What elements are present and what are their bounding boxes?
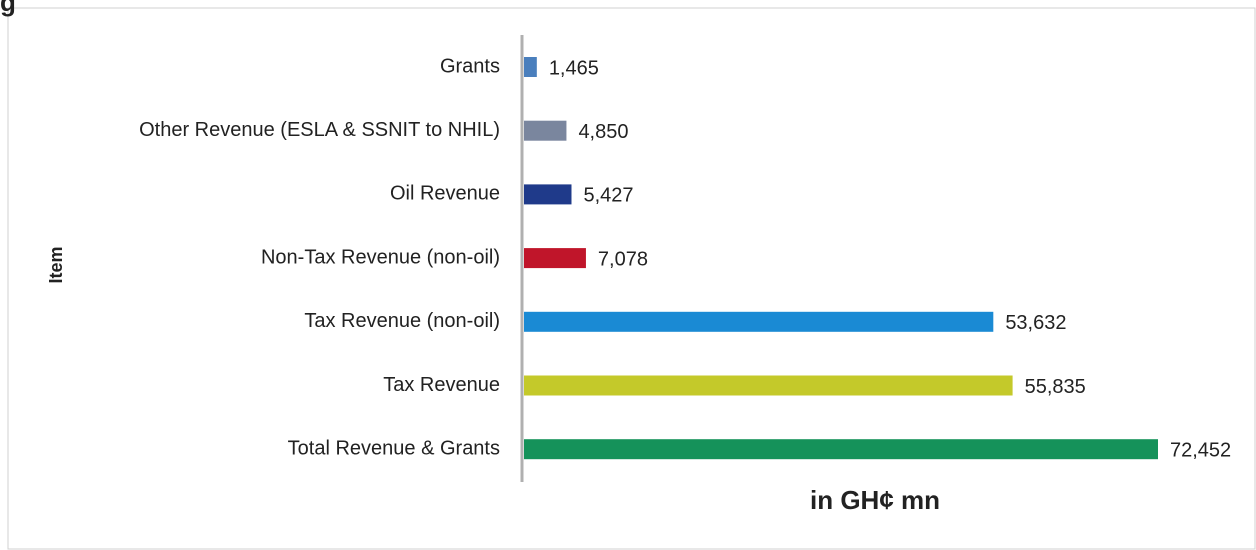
category-label: Grants [440, 55, 500, 77]
value-label: 53,632 [1005, 312, 1066, 334]
bar [524, 57, 537, 77]
value-label: 4,850 [578, 121, 628, 143]
category-label: Total Revenue & Grants [288, 437, 500, 459]
bar [524, 311, 994, 332]
value-label: 1,465 [549, 57, 599, 79]
value-label: 7,078 [598, 248, 648, 270]
category-label: Oil Revenue [390, 183, 500, 205]
value-label: 55,835 [1025, 376, 1086, 398]
category-label: Non-Tax Revenue (non-oil) [261, 246, 500, 268]
category-label: Tax Revenue (non-oil) [304, 310, 500, 332]
y-axis-label: Item [46, 246, 66, 283]
bar [524, 439, 1158, 460]
frame [7, 7, 1256, 550]
category-label: Other Revenue (ESLA & SSNIT to NHIL) [139, 119, 500, 141]
category-label: Tax Revenue [383, 374, 500, 396]
bar [524, 248, 586, 269]
bar [524, 375, 1013, 396]
x-axis-label: in GH¢ mn [810, 485, 940, 515]
value-label: 72,452 [1170, 439, 1231, 461]
chart-title: g [0, 0, 16, 17]
value-label: 5,427 [583, 185, 633, 207]
bar [524, 184, 572, 205]
bar [524, 120, 567, 141]
